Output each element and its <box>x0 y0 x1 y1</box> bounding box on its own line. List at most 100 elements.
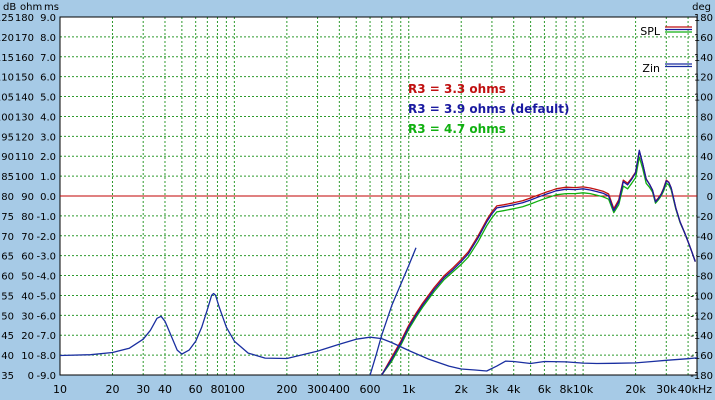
y-tick-label-deg: -180 <box>690 371 713 382</box>
y-tick-label-deg: 80 <box>700 112 713 123</box>
y-tick-label-db: 55 <box>1 291 14 302</box>
y-tick-label-ms: -3.0 <box>36 252 56 263</box>
unit-label-ohm: ohm <box>20 2 42 13</box>
x-tick-label: 10k <box>573 383 594 396</box>
legend: SPL Zin <box>640 25 692 75</box>
y-tick-label-deg: -120 <box>690 311 713 322</box>
series-line-4 <box>369 247 417 376</box>
annotation-label: R3 = 4.7 ohms <box>408 122 506 136</box>
x-tick-label: 300 <box>307 383 328 396</box>
y-tick-label-ohm: 60 <box>21 252 34 263</box>
y-tick-label-ms: 1.0 <box>40 172 56 183</box>
y-tick-label-db: 40 <box>1 351 14 362</box>
x-tick-label: 6k <box>538 383 552 396</box>
y-tick-label-ms: -5.0 <box>36 291 56 302</box>
y-tick-label-ms: 4.0 <box>40 112 56 123</box>
x-tick-label: 1k <box>402 383 416 396</box>
x-tick-label: 2k <box>455 383 469 396</box>
y-tick-label-ms: -8.0 <box>36 351 56 362</box>
y-tick-label-deg: -20 <box>697 212 713 223</box>
y-tick-label-db: 35 <box>1 371 14 382</box>
y-tick-label-db: 95 <box>1 132 14 143</box>
y-tick-label-db: 50 <box>1 311 14 322</box>
annotation-label: R3 = 3.9 ohms (default) <box>408 102 569 116</box>
y-tick-label-deg: 160 <box>694 33 713 44</box>
x-tick-label: 600 <box>360 383 381 396</box>
y-tick-label-ms: -4.0 <box>36 272 56 283</box>
series-line-3 <box>59 292 698 372</box>
y-tick-label-deg: 0 <box>707 192 713 203</box>
y-tick-label-ms: -2.0 <box>36 232 56 243</box>
y-tick-label-db: 80 <box>1 192 14 203</box>
y-tick-label-ms: 7.0 <box>40 53 56 64</box>
y-tick-label-db: 100 <box>0 112 14 123</box>
y-tick-label-db: 60 <box>1 272 14 283</box>
y-tick-label-ms: 3.0 <box>40 132 56 143</box>
y-tick-label-ohm: 70 <box>21 232 34 243</box>
y-tick-label-deg: 40 <box>700 152 713 163</box>
y-tick-label-ms: 5.0 <box>40 93 56 104</box>
y-tick-label-ohm: 0 <box>28 371 34 382</box>
y-tick-label-ms: 6.0 <box>40 73 56 84</box>
y-tick-label-ms: -7.0 <box>36 331 56 342</box>
x-tick-label: 30 <box>136 383 150 396</box>
x-tick-label: 100 <box>224 383 245 396</box>
y-tick-label-ms: 9.0 <box>40 13 56 24</box>
x-tick-label: 80 <box>210 383 224 396</box>
y-tick-label-deg: -160 <box>690 351 713 362</box>
y-tick-label-deg: 180 <box>694 13 713 24</box>
x-tick-label: 20k <box>625 383 646 396</box>
y-tick-label-ohm: 170 <box>15 33 34 44</box>
legend-label: SPL <box>640 25 661 38</box>
y-tick-label-ohm: 160 <box>15 53 34 64</box>
y-tick-label-deg: -100 <box>690 291 713 302</box>
y-tick-label-deg: 20 <box>700 172 713 183</box>
y-tick-label-ms: -9.0 <box>36 371 56 382</box>
y-tick-label-db: 115 <box>0 53 14 64</box>
data-series <box>59 149 698 376</box>
grid-lines <box>59 16 698 376</box>
y-tick-label-db: 105 <box>0 93 14 104</box>
x-tick-label: 8k <box>560 383 574 396</box>
y-tick-label-db: 85 <box>1 172 14 183</box>
y-tick-label-deg: 100 <box>694 93 713 104</box>
axes: 1251809.01801201708.01601151607.01401101… <box>0 13 713 396</box>
y-tick-label-db: 90 <box>1 152 14 163</box>
y-tick-label-ohm: 150 <box>15 73 34 84</box>
y-tick-label-db: 125 <box>0 13 14 24</box>
y-tick-label-ohm: 110 <box>15 152 34 163</box>
y-tick-label-ohm: 20 <box>21 331 34 342</box>
y-tick-label-deg: 60 <box>700 132 713 143</box>
y-tick-label-deg: 140 <box>694 53 713 64</box>
y-tick-label-ms: 2.0 <box>40 152 56 163</box>
series-line-2 <box>381 156 696 376</box>
y-tick-label-ohm: 90 <box>21 192 34 203</box>
x-tick-label: 4k <box>507 383 521 396</box>
x-tick-label: 40kHz <box>678 383 713 396</box>
x-tick-label: 20 <box>105 383 119 396</box>
y-tick-label-db: 75 <box>1 212 14 223</box>
x-tick-label: 10 <box>53 383 67 396</box>
y-tick-label-db: 65 <box>1 252 14 263</box>
x-tick-label: 400 <box>329 383 350 396</box>
y-tick-label-deg: -40 <box>697 232 713 243</box>
y-tick-label-ms: -1.0 <box>36 212 56 223</box>
x-tick-label: 30k <box>656 383 677 396</box>
y-tick-label-db: 45 <box>1 331 14 342</box>
y-tick-label-ms: 0.0 <box>40 192 56 203</box>
y-tick-label-db: 110 <box>0 73 14 84</box>
y-tick-label-deg: -80 <box>697 272 713 283</box>
y-tick-label-ohm: 30 <box>21 311 34 322</box>
y-tick-label-ohm: 10 <box>21 351 34 362</box>
y-tick-label-ms: -6.0 <box>36 311 56 322</box>
y-tick-label-deg: -140 <box>690 331 713 342</box>
unit-label-deg: deg <box>692 2 711 13</box>
y-tick-label-ohm: 100 <box>15 172 34 183</box>
y-tick-label-deg: 120 <box>694 73 713 84</box>
annotation-label: R3 = 3.3 ohms <box>408 82 506 96</box>
y-tick-label-ohm: 80 <box>21 212 34 223</box>
y-tick-label-ohm: 130 <box>15 112 34 123</box>
y-tick-label-db: 120 <box>0 33 14 44</box>
x-tick-label: 60 <box>189 383 203 396</box>
